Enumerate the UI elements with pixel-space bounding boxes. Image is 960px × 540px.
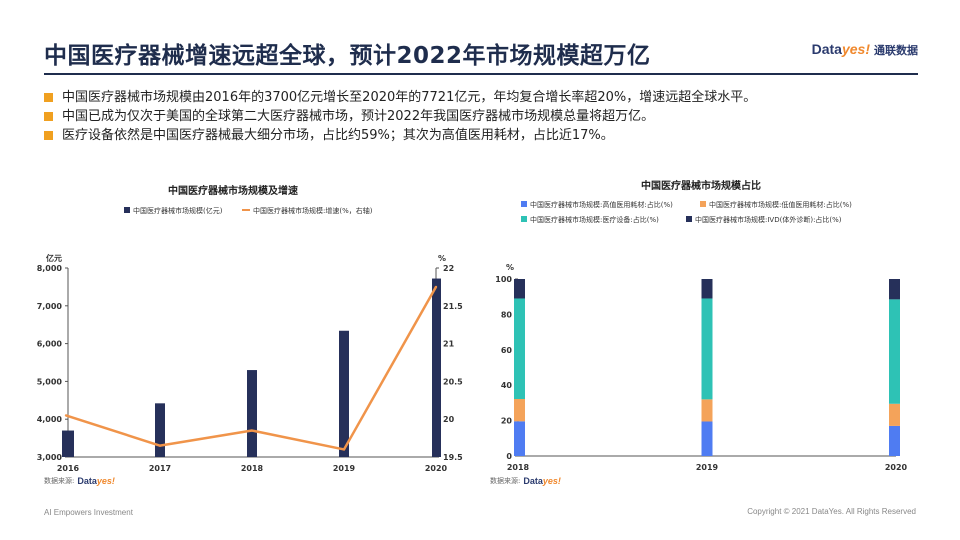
chart-legend: 中国医疗器械市场规模(亿元) 中国医疗器械市场规模:增速(%，右轴) [124, 206, 373, 215]
brand-cn: 通联数据 [874, 45, 918, 57]
bar-2018 [247, 370, 257, 457]
legend-swatch-bar [124, 207, 130, 213]
y-axis-right-label: % [438, 254, 446, 263]
bar-2017 [155, 403, 165, 457]
growth-point-2020 [434, 285, 438, 289]
source-note-left: 数据来源: Datayes! [44, 476, 115, 486]
bullet-text: 中国医疗器械市场规模由2016年的3700亿元增长至2020年的7721亿元，年… [62, 90, 757, 105]
bullet-list: 中国医疗器械市场规模由2016年的3700亿元增长至2020年的7721亿元，年… [44, 88, 756, 145]
y-tick-label-right: 19.5 [443, 453, 463, 462]
y-tick-label-right: 20 [443, 415, 455, 424]
bar-segment-2019-2 [701, 298, 713, 400]
bar-2019 [339, 330, 349, 457]
growth-point-2017 [158, 444, 162, 447]
growth-point-2018 [250, 429, 254, 432]
source-logo-main: Data [77, 476, 97, 486]
source-logo-accent: yes! [542, 476, 561, 486]
bar-segment-2020-0 [889, 425, 900, 456]
y-tick-label-right: 21 [443, 340, 455, 349]
source-label: 数据来源: [490, 477, 521, 485]
x-tick-label: 2019 [696, 463, 719, 472]
legend-label-high: 中国医疗器械市场规模:高值医用耗材:占比(%) [530, 200, 673, 209]
page-title: 中国医疗器械增速远超全球，预计2022年市场规模超万亿 [44, 43, 651, 69]
x-tick-label: 2018 [507, 463, 530, 472]
legend-label-low: 中国医疗器械市场规模:低值医用耗材:占比(%) [709, 200, 852, 209]
y-tick-label-right: 20.5 [443, 377, 463, 386]
y-tick-label: 0 [506, 452, 512, 461]
bullet-item: 中国医疗器械市场规模由2016年的3700亿元增长至2020年的7721亿元，年… [44, 88, 756, 107]
legend-label-ivd: 中国医疗器械市场规模:IVD(体外诊断):占比(%) [695, 215, 842, 224]
source-logo-accent: yes! [96, 476, 115, 486]
legend-swatch-ivd [686, 216, 692, 222]
footer-copyright: Copyright © 2021 DataYes. All Rights Res… [747, 507, 916, 516]
y-tick-label-left: 8,000 [37, 264, 63, 273]
brand-main: Data [811, 41, 842, 57]
bar-segment-2018-0 [514, 421, 525, 456]
bullet-square-icon [44, 131, 53, 140]
y-tick-label-right: 21.5 [443, 302, 463, 311]
source-logo-main: Data [523, 476, 543, 486]
bullet-item: 中国已成为仅次于美国的全球第二大医疗器械市场，预计2022年我国医疗器械市场规模… [44, 107, 756, 126]
chart-title: 中国医疗器械市场规模及增速 [168, 184, 298, 197]
y-axis-label: % [506, 263, 514, 272]
bar-2020 [432, 278, 441, 457]
growth-point-2016 [64, 414, 68, 417]
x-tick-label: 2020 [885, 463, 908, 472]
legend-swatch-high [521, 201, 527, 207]
source-note-right: 数据来源: Datayes! [490, 476, 561, 486]
plot-area: 亿元 %3,0004,0005,0006,0007,0008,00019.5202… [37, 253, 463, 473]
x-tick-label: 2019 [333, 464, 356, 473]
bullet-square-icon [44, 112, 53, 121]
bar-segment-2019-0 [701, 421, 713, 456]
legend-swatch-low [700, 201, 706, 207]
y-tick-label-left: 5,000 [37, 377, 63, 386]
y-tick-label-right: 22 [443, 264, 454, 273]
source-logo: Datayes! [77, 476, 115, 486]
bar-segment-2019-3 [701, 279, 713, 299]
y-tick-label: 100 [495, 275, 512, 284]
legend-label-device: 中国医疗器械市场规模:医疗设备:占比(%) [530, 215, 659, 224]
y-tick-label-left: 6,000 [37, 340, 63, 349]
y-tick-label: 20 [501, 417, 513, 426]
chart-title: 中国医疗器械市场规模占比 [641, 179, 761, 192]
source-logo: Datayes! [523, 476, 561, 486]
bar-segment-2020-2 [889, 299, 900, 404]
y-axis-left-label: 亿元 [46, 253, 62, 263]
legend-swatch-device [521, 216, 527, 222]
y-tick-label-left: 4,000 [37, 415, 63, 424]
y-tick-label-left: 7,000 [37, 302, 63, 311]
bar-segment-2019-1 [701, 399, 713, 422]
footer-tagline: AI Empowers Investment [44, 508, 133, 517]
bullet-text: 中国已成为仅次于美国的全球第二大医疗器械市场，预计2022年我国医疗器械市场规模… [62, 109, 655, 124]
x-tick-label: 2016 [57, 464, 80, 473]
legend-label-bar: 中国医疗器械市场规模(亿元) [133, 206, 223, 215]
y-tick-label: 60 [501, 346, 513, 355]
bar-2016 [62, 430, 74, 457]
market-size-chart: 中国医疗器械市场规模及增速 中国医疗器械市场规模(亿元) 中国医疗器械市场规模:… [37, 184, 463, 473]
bar-segment-2020-1 [889, 403, 900, 426]
y-tick-label: 80 [501, 310, 513, 319]
title-divider [44, 73, 918, 75]
bar-segment-2018-3 [514, 279, 525, 299]
x-tick-label: 2017 [149, 464, 171, 473]
x-tick-label: 2018 [241, 464, 264, 473]
bar-segment-2018-2 [514, 298, 525, 400]
chart-legend: 中国医疗器械市场规模:高值医用耗材:占比(%) 中国医疗器械市场规模:低值医用耗… [521, 200, 852, 224]
plot-area: % 0 20 40 60 80 100 2018 2019 2020 [495, 263, 907, 472]
x-tick-label: 2020 [425, 464, 448, 473]
brand-accent: yes! [841, 41, 870, 57]
y-tick-label: 40 [501, 381, 513, 390]
bullet-square-icon [44, 93, 53, 102]
legend-label-line: 中国医疗器械市场规模:增速(%，右轴) [253, 206, 373, 215]
brand-logo: Data yes! 通联数据 [812, 41, 918, 58]
growth-point-2019 [342, 448, 346, 451]
bullet-item: 医疗设备依然是中国医疗器械最大细分市场，占比约59%；其次为高值医用耗材，占比近… [44, 126, 756, 145]
y-tick-label-left: 3,000 [37, 453, 63, 462]
source-label: 数据来源: [44, 477, 75, 485]
bar-segment-2018-1 [514, 399, 525, 422]
bar-segment-2020-3 [889, 279, 900, 300]
market-share-chart: 中国医疗器械市场规模占比 中国医疗器械市场规模:高值医用耗材:占比(%) 中国医… [495, 179, 907, 472]
bullet-text: 医疗设备依然是中国医疗器械最大细分市场，占比约59%；其次为高值医用耗材，占比近… [62, 128, 614, 143]
